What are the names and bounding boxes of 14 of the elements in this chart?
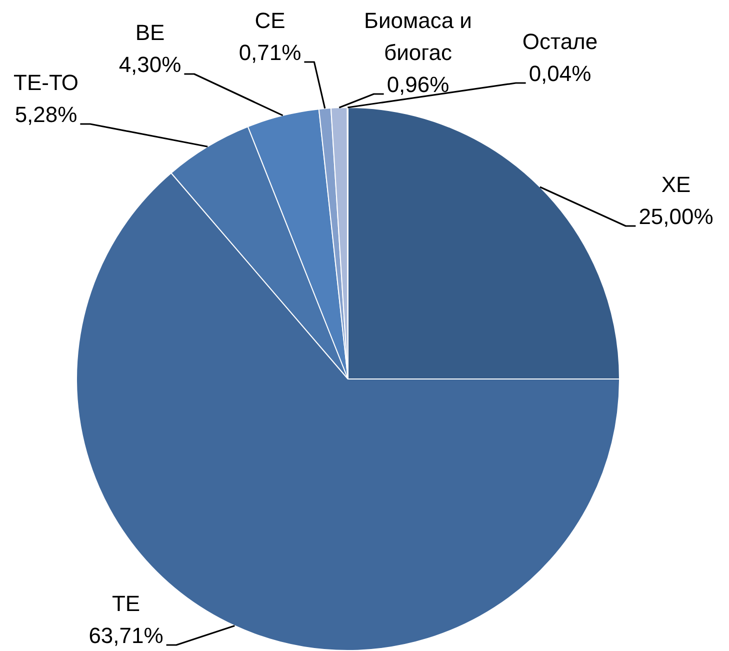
data-label: 63,71%: [88, 623, 164, 648]
data-label: 4,30%: [118, 52, 182, 78]
slice-label: ТЕ-ТО: [13, 70, 79, 96]
data-label: 0,71%: [238, 40, 302, 66]
data-label: 0,04%: [528, 61, 592, 86]
slice-label: Биомаса и биогас: [364, 8, 472, 66]
slice-label: ТЕ: [112, 591, 140, 616]
data-label: 5,28%: [14, 102, 78, 128]
data-label: 25,00%: [638, 204, 714, 230]
slice-label: СЕ: [254, 8, 286, 34]
data-label: 0,96%: [386, 72, 450, 98]
slice-label: ХЕ: [661, 172, 691, 198]
slice-label: ВЕ: [135, 20, 165, 46]
slice-label: Остале: [522, 29, 598, 54]
